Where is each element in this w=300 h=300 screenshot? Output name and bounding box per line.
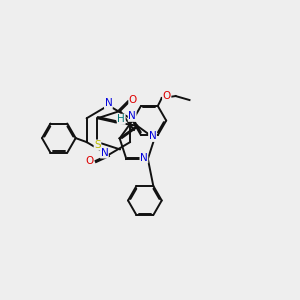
Text: N: N — [100, 148, 108, 158]
Text: N: N — [128, 111, 136, 121]
Text: N: N — [149, 131, 156, 141]
Text: O: O — [163, 91, 171, 101]
Text: O: O — [129, 95, 137, 105]
Text: H: H — [117, 114, 125, 124]
Text: N: N — [140, 153, 148, 163]
Text: O: O — [85, 156, 94, 166]
Text: N: N — [104, 98, 112, 108]
Text: S: S — [94, 140, 101, 150]
